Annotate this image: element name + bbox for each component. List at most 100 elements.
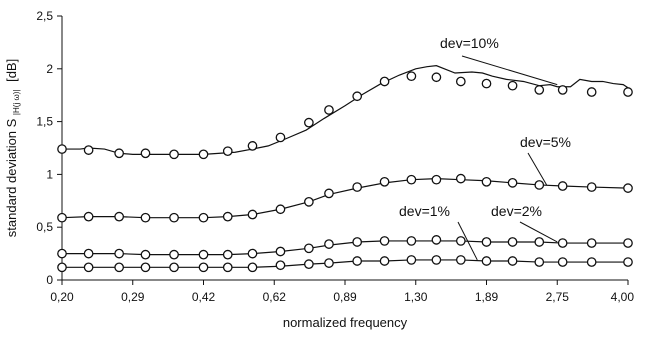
data-point [304,259,314,270]
data-point [140,212,151,223]
annotation-layer: dev=10% dev=5% dev=2% dev=1% [399,35,571,261]
data-point [431,255,442,265]
data-point [83,211,94,222]
data-point [198,262,209,273]
data-point [140,262,151,273]
data-point [406,236,417,246]
y-tick-label: 2 [46,62,53,76]
data-point [114,211,124,222]
data-point [57,212,67,223]
data-point [222,262,233,273]
data-point [507,177,518,188]
data-point [406,255,417,265]
data-point [507,80,518,91]
data-point [623,257,633,267]
data-point [534,237,545,247]
data-point [507,256,518,266]
data-point [481,256,492,266]
x-tick-label: 0,29 [121,290,145,304]
data-point [481,78,492,89]
data-point [534,180,545,190]
data-point [557,257,568,267]
annotation-leader [461,55,558,86]
data-point [198,149,209,160]
series-group [57,65,633,160]
data-point [140,148,151,159]
data-point [222,146,233,157]
x-tick-label: 1,30 [404,290,428,304]
data-point [304,117,314,128]
y-tick-label: 2,5 [36,9,53,23]
data-point [406,71,417,82]
x-axis-title: normalized frequency [283,315,408,330]
data-point [431,235,442,245]
y-tick-label: 1,5 [36,115,53,129]
data-point [481,176,492,187]
annotation-label: dev=1% [399,203,450,219]
data-point [304,243,314,254]
x-axis-ticks: 0,20 0,29 0,42 0,62 0,89 1,30 1,89 2,75 4,00 [50,280,634,304]
data-point [169,212,179,223]
y-axis-ticks: 0 0,5 1 1,5 2 2,5 [36,9,62,287]
data-point [586,238,597,248]
data-point [455,255,466,265]
data-point [324,239,334,249]
annotation-leader [519,221,558,243]
annotation: dev=1% [399,203,478,261]
data-point [222,211,233,222]
data-point [247,248,258,259]
x-tick-label: 0,89 [333,290,357,304]
data-point [247,262,258,273]
data-point [352,182,363,192]
data-point [83,262,94,273]
data-point [247,141,258,151]
y-tick-label: 1 [46,167,53,181]
annotation-label: dev=5% [520,134,571,150]
data-point [481,237,492,247]
data-point [83,248,94,259]
data-point [169,149,179,160]
data-point [57,144,67,154]
data-point [586,182,597,192]
annotation-leader [457,221,478,261]
x-tick-label: 2,75 [546,290,570,304]
data-point [455,173,466,184]
data-point [379,176,390,187]
data-point [557,181,568,191]
data-point [557,238,568,248]
x-tick-label: 4,00 [611,290,635,304]
data-point [275,132,286,143]
series-line [62,259,628,268]
y-axis-title-subscript: |H(j ω)| [12,90,21,116]
data-point [507,237,518,247]
data-point [114,148,124,159]
data-point [586,87,597,97]
annotation-leader [527,152,548,186]
data-point [247,209,258,220]
x-tick-label: 0,20 [50,290,74,304]
x-tick-label: 0,62 [263,290,287,304]
series-group [57,173,633,223]
data-point [455,76,466,87]
data-point [623,183,633,193]
data-point [198,249,209,260]
y-tick-label: 0,5 [36,220,53,234]
data-point [114,248,124,259]
y-axis-title-main: standard deviation S [4,118,19,237]
data-point [534,257,545,267]
data-point [406,174,417,185]
annotation-label: dev=2% [491,203,542,219]
data-point [352,237,363,247]
data-point [352,256,363,266]
data-point [352,91,363,102]
data-point [379,256,390,266]
data-point [83,145,94,155]
data-point [304,197,314,207]
data-point [57,248,67,259]
series-group [57,255,633,273]
data-point [114,262,124,273]
data-point [275,204,286,215]
data-point [534,85,545,95]
